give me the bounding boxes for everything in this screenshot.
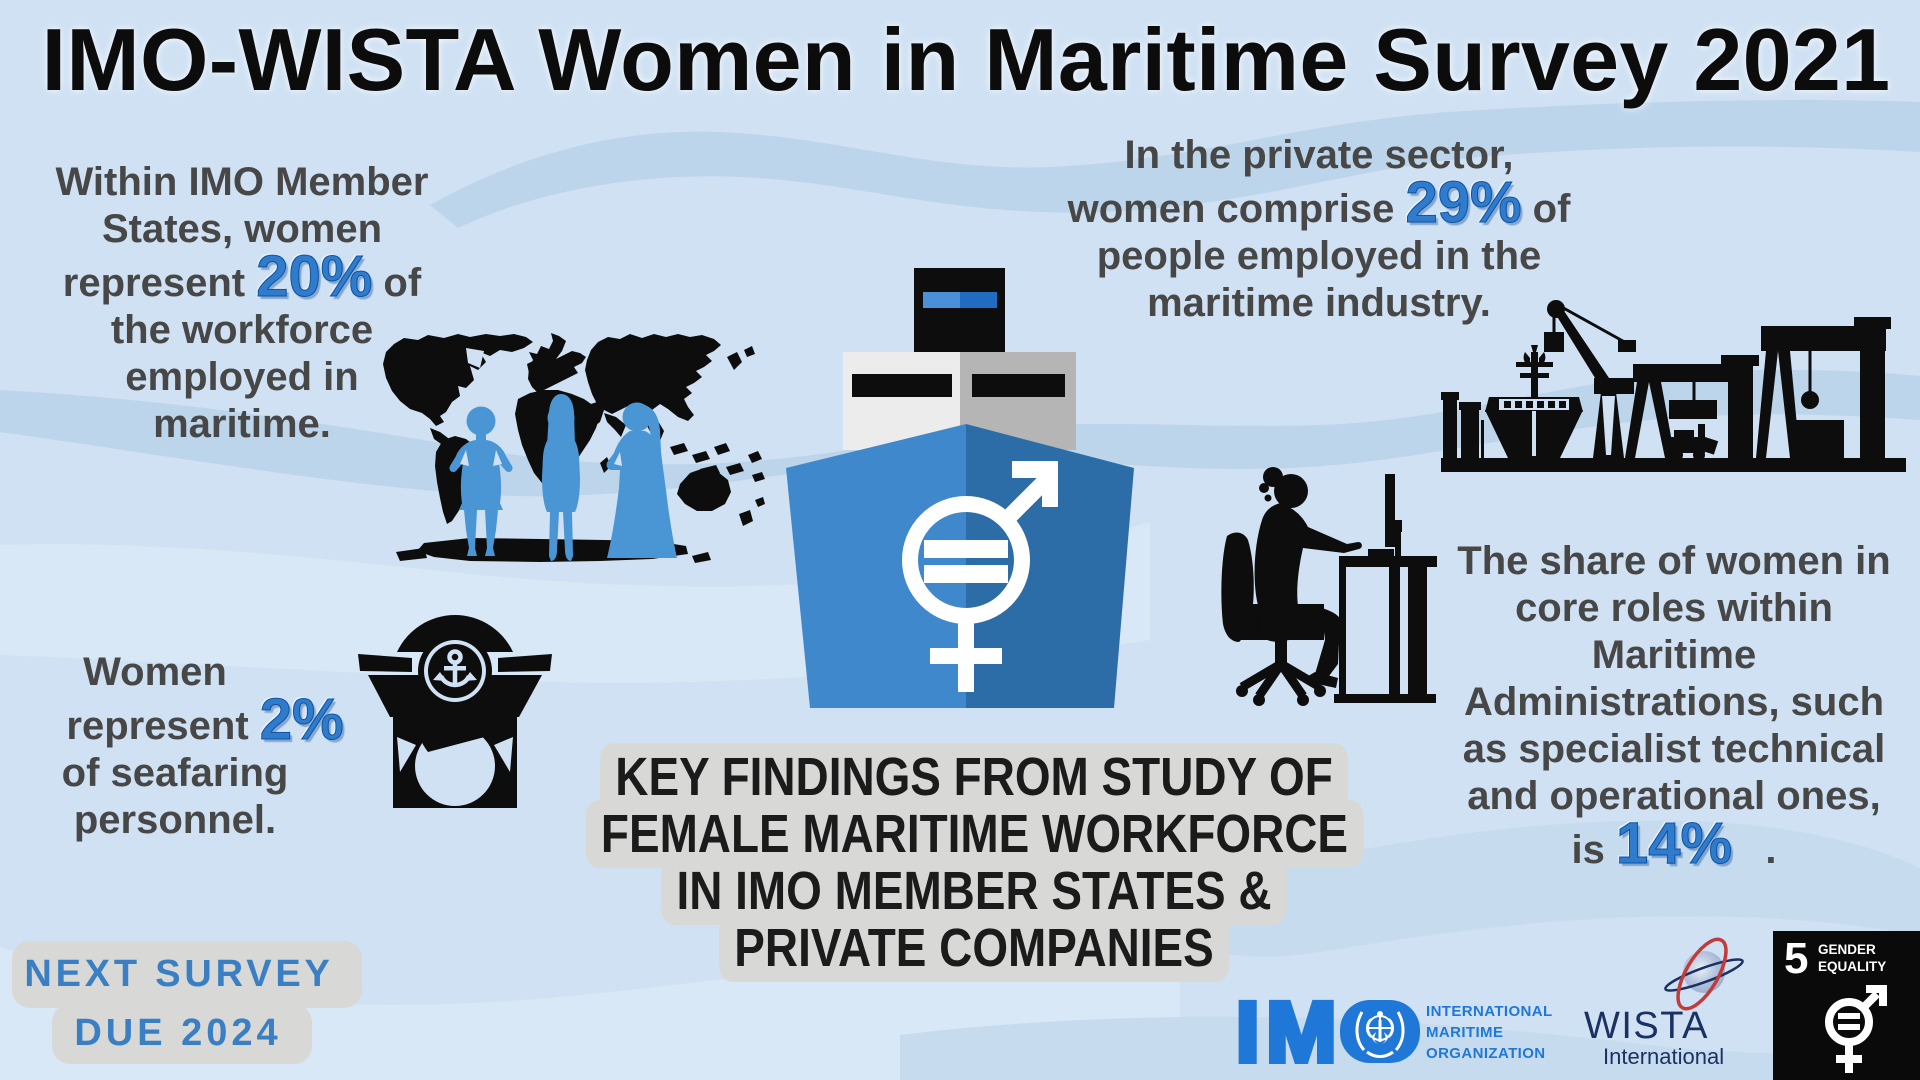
svg-text:INTERNATIONAL: INTERNATIONAL [1426,1003,1553,1020]
svg-text:5: 5 [1784,934,1808,983]
svg-text:International: International [1603,1044,1724,1069]
svg-text:GENDER: GENDER [1818,942,1876,957]
svg-text:IM: IM [1236,985,1343,1079]
svg-text:ORGANIZATION: ORGANIZATION [1426,1045,1546,1062]
svg-text:WISTA: WISTA [1584,1005,1709,1047]
svg-text:MARITIME: MARITIME [1426,1024,1503,1041]
svg-text:EQUALITY: EQUALITY [1818,959,1886,974]
